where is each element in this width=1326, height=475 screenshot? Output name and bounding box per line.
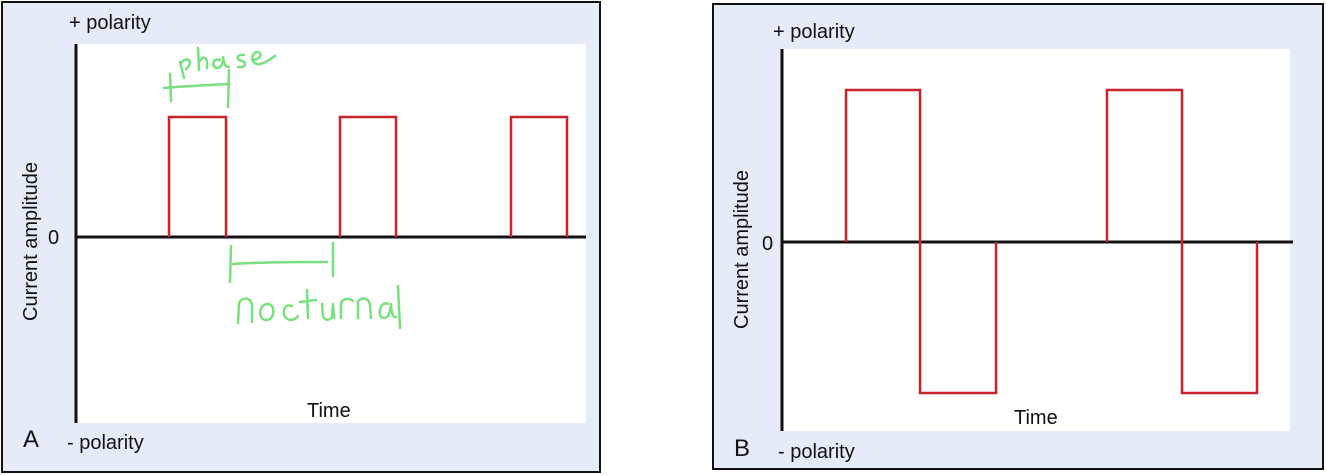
panel-a-negative-polarity-label: - polarity [67, 432, 144, 454]
panel-a-x-axis-label: Time [307, 400, 351, 422]
panel-b-letter: B [734, 435, 751, 462]
panel-a-zero-label: 0 [48, 227, 60, 249]
panel-a-letter: A [23, 426, 40, 453]
handwritten-annotation-nocturnal [228, 241, 402, 330]
panel-a-pulse-2 [338, 115, 398, 237]
panel-b-negative-polarity-label: - polarity [778, 441, 855, 463]
panel-a-pulse-1 [167, 115, 228, 237]
handwritten-annotation-phase [162, 46, 277, 109]
panel-b-pulse-1 [844, 88, 998, 395]
panel-a-positive-polarity-label: + polarity [69, 12, 151, 34]
panel-b-x-axis-label: Time [1014, 407, 1058, 429]
panel-b-positive-polarity-label: + polarity [773, 21, 855, 43]
panel-a-plot-area [76, 44, 586, 423]
panel-b-plot-area [782, 49, 1290, 431]
panel-b-pulse-2 [1105, 88, 1259, 395]
panel-a-pulse-3 [509, 115, 569, 237]
panel-b-zero-label: 0 [762, 233, 774, 255]
